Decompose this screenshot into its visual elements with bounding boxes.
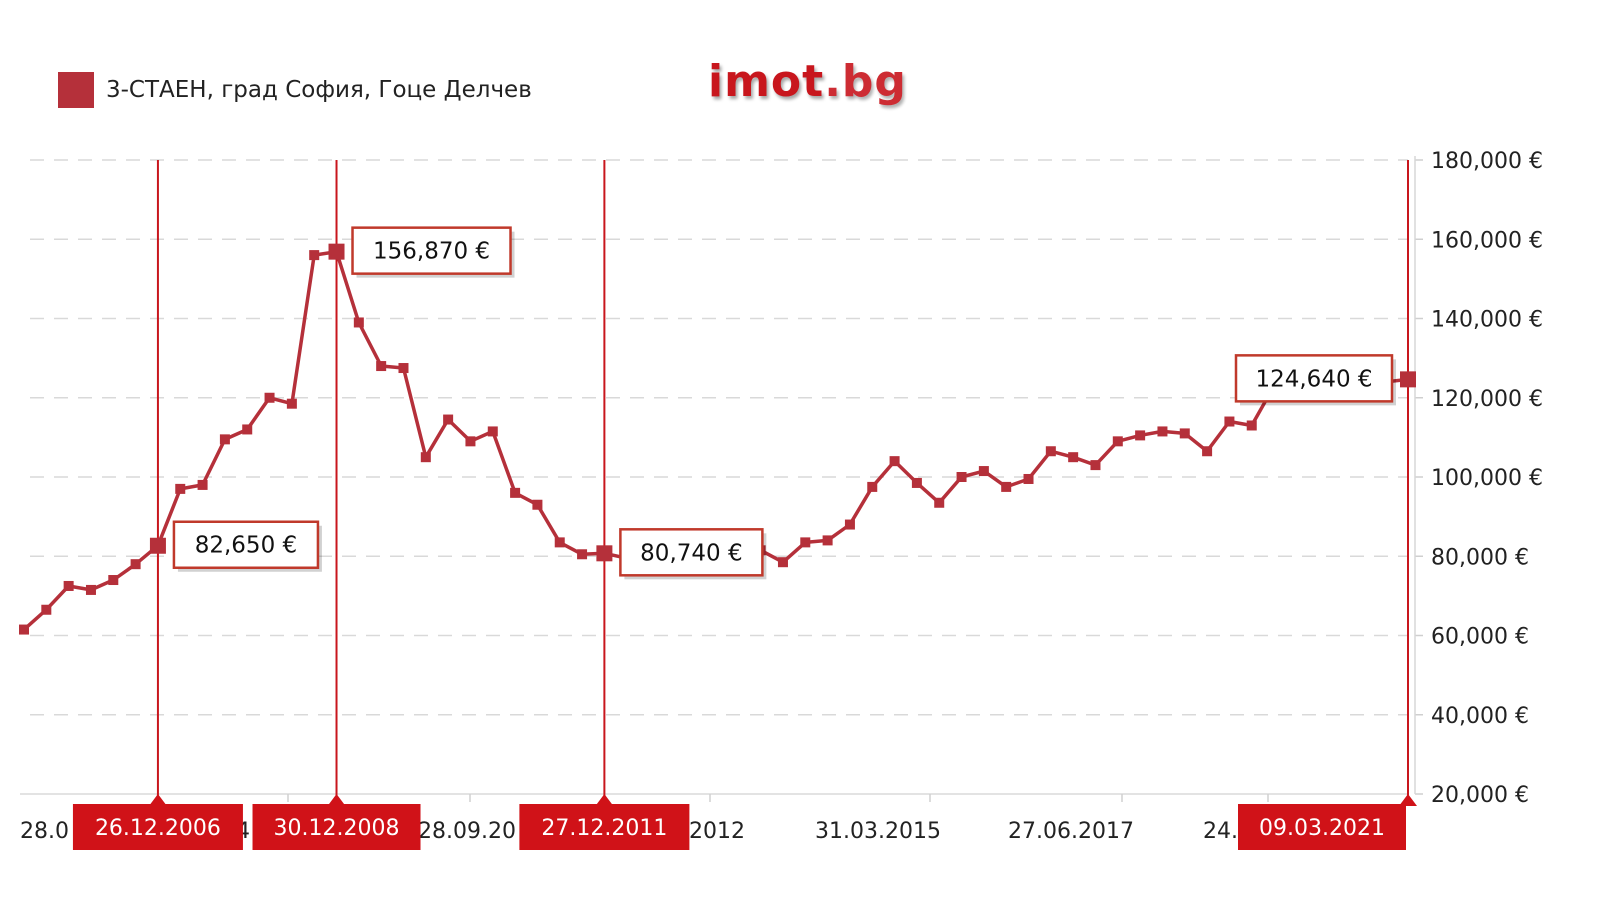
x-tick-label: 28.0 (20, 819, 69, 844)
data-point (286, 398, 297, 409)
date-tag-box (252, 804, 421, 850)
legend-label: 3-СТАЕН, град София, Гоце Делчев (106, 77, 532, 103)
value-callout-box (351, 226, 512, 275)
data-point (465, 436, 476, 447)
date-tag-box (519, 804, 690, 850)
data-point (822, 535, 833, 546)
x-tick-label: 28.09.20 (418, 819, 516, 844)
y-tick-label: 120,000 € (1431, 387, 1543, 412)
data-point (1068, 452, 1079, 463)
y-tick-label: 40,000 € (1431, 704, 1529, 729)
data-point (1090, 460, 1101, 471)
data-point (911, 477, 922, 488)
y-tick-label: 80,000 € (1431, 545, 1529, 570)
data-point (219, 434, 230, 445)
logo-main-text: imot (708, 56, 825, 107)
highlighted-point (596, 545, 613, 562)
data-point (242, 424, 253, 435)
date-tag-pointer (1399, 794, 1417, 806)
x-tick-label: .2012 (682, 819, 745, 844)
value-callout-box (172, 520, 320, 569)
highlighted-point (328, 243, 345, 260)
data-point (398, 363, 409, 374)
data-point (1202, 446, 1213, 457)
data-point (978, 466, 989, 477)
data-point (197, 479, 208, 490)
y-tick-label: 140,000 € (1431, 308, 1543, 333)
y-tick-label: 20,000 € (1431, 783, 1529, 808)
date-tag-pointer (148, 794, 167, 806)
logo-suffix-text: .bg (824, 56, 907, 107)
y-tick-label: 60,000 € (1431, 625, 1529, 650)
y-tick-label: 180,000 € (1431, 149, 1543, 174)
legend[interactable]: 3-СТАЕН, град София, Гоце Делчев (58, 72, 532, 108)
data-point (420, 452, 431, 463)
data-point (532, 499, 543, 510)
date-tag-label: 09.03.2021 (1259, 816, 1385, 841)
highlighted-point (149, 537, 166, 554)
x-tick-label: 24. (1203, 819, 1238, 844)
data-point (130, 559, 141, 570)
date-tag-pointer (327, 794, 346, 806)
data-point (1224, 416, 1235, 427)
data-point (554, 537, 565, 548)
data-point (63, 580, 74, 591)
value-callout-box (1234, 354, 1394, 403)
value-callout-label: 156,870 € (373, 239, 490, 265)
data-point (1179, 428, 1190, 439)
data-point (934, 497, 945, 508)
data-point (1045, 446, 1056, 457)
y-tick-label: 160,000 € (1431, 228, 1543, 253)
legend-swatch (58, 72, 94, 108)
data-point (1246, 420, 1257, 431)
date-tag-pointer (595, 794, 614, 806)
imot-bg-logo: imot.bg (708, 56, 907, 107)
data-point (1157, 426, 1168, 437)
value-callout-box (619, 528, 764, 577)
date-tag-label: 27.12.2011 (541, 816, 667, 841)
value-callout-label: 82,650 € (195, 533, 297, 559)
data-point (309, 250, 320, 261)
data-point (264, 392, 275, 403)
date-tag-label: 30.12.2008 (274, 816, 400, 841)
x-tick-label: 27.06.2017 (1008, 819, 1134, 844)
data-point (487, 426, 498, 437)
value-callout-label: 124,640 € (1255, 366, 1372, 392)
data-point (1112, 436, 1123, 447)
x-tick-label: 31.03.2015 (815, 819, 941, 844)
data-point (19, 624, 29, 635)
highlighted-point (1400, 371, 1416, 388)
data-point (443, 414, 454, 425)
date-tag-box (1238, 804, 1406, 850)
data-point (1001, 481, 1012, 492)
date-tag-label: 26.12.2006 (95, 816, 221, 841)
data-point (510, 487, 521, 498)
data-point (1135, 430, 1146, 441)
data-point (577, 549, 588, 560)
data-point (108, 575, 119, 586)
data-point (41, 604, 52, 615)
data-point (175, 483, 186, 494)
data-point (85, 584, 96, 595)
data-point (777, 557, 788, 568)
y-tick-label: 100,000 € (1431, 466, 1543, 491)
data-point (867, 481, 878, 492)
data-point (956, 472, 967, 482)
data-point (353, 317, 364, 328)
data-point (376, 361, 387, 372)
data-point (1023, 473, 1034, 484)
data-point (800, 537, 811, 548)
data-point (844, 519, 855, 530)
date-tag-box (72, 804, 243, 850)
value-callout-label: 80,740 € (640, 540, 742, 566)
data-point (889, 456, 900, 467)
